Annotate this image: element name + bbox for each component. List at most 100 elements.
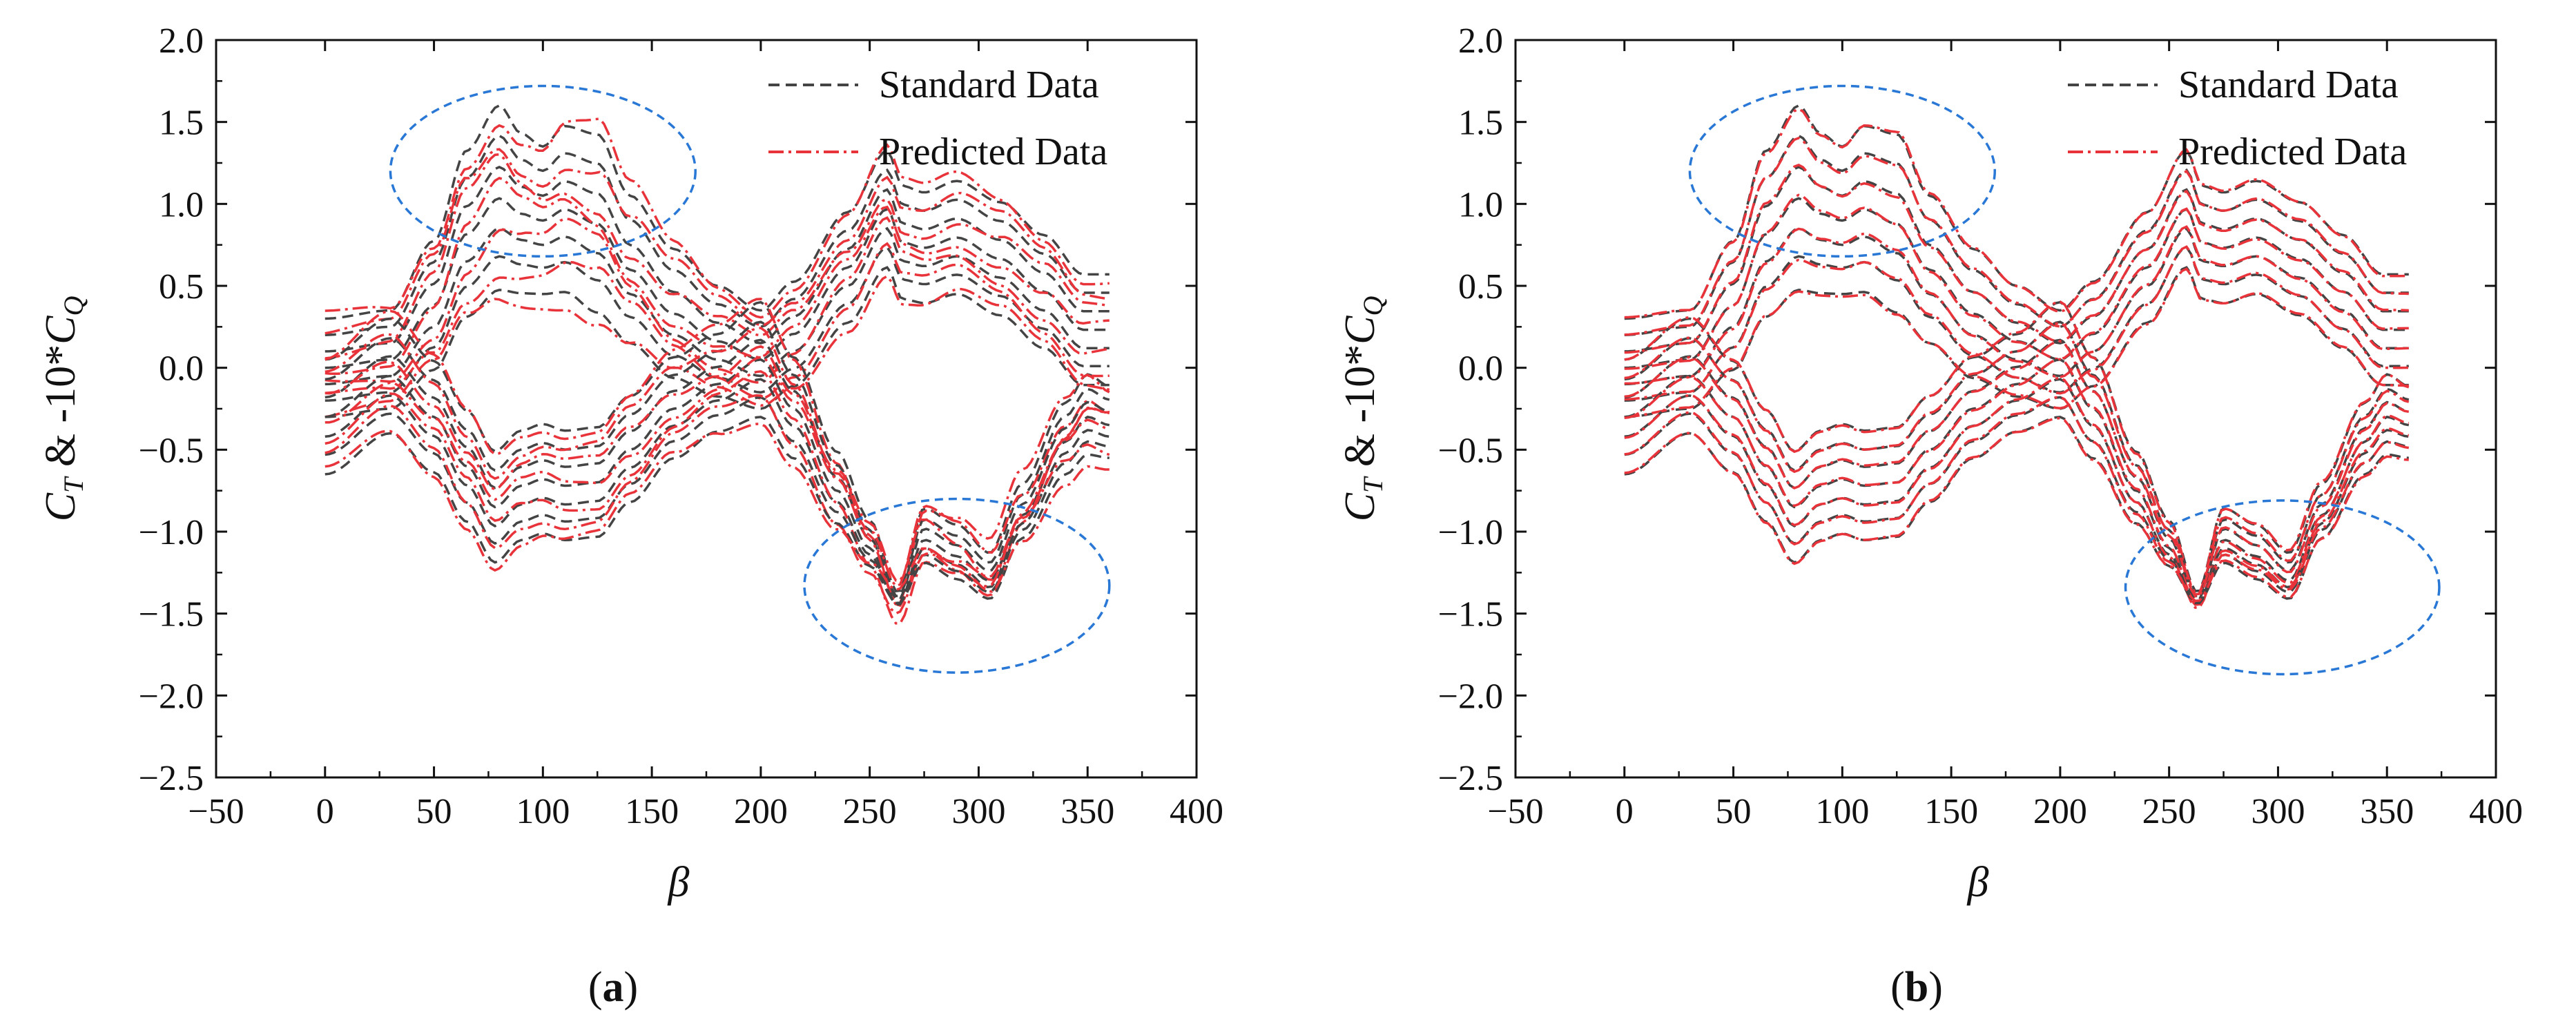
predicted-series-cq-5	[1624, 396, 2410, 606]
standard-series-cq-5	[1624, 396, 2410, 605]
y-tick-label: −2.0	[139, 677, 204, 716]
y-axis-title: CT & -10*CQ	[1337, 296, 1388, 522]
legend-label-predicted: Predicted Data	[879, 130, 1107, 173]
x-tick-label: 0	[1616, 792, 1634, 831]
predicted-series-ct-5	[1624, 136, 2409, 336]
standard-series-cq-3	[1624, 358, 2410, 606]
y-tick-label: 0.0	[1458, 349, 1503, 389]
standard-series-cq-4	[325, 378, 1110, 606]
x-tick-label: 50	[416, 792, 452, 831]
x-tick-label: −50	[188, 792, 244, 831]
legend-label-predicted: Predicted Data	[2178, 130, 2407, 173]
x-tick-label: 300	[2251, 792, 2305, 831]
standard-series-cq-3	[325, 358, 1110, 606]
predicted-series-ct-2	[325, 216, 1110, 384]
predicted-series-cq-6	[1624, 416, 2409, 603]
x-axis-title: β	[1967, 859, 1989, 906]
annotation-ellipse-0	[389, 84, 697, 258]
panel-label-b: (b)	[1890, 964, 1943, 1011]
y-tick-label: 2.0	[159, 21, 204, 61]
predicted-series-cq-3	[325, 356, 1110, 608]
y-tick-label: −1.5	[139, 595, 204, 635]
predicted-series-ct-3	[1624, 193, 2409, 370]
legend: Standard Data Predicted Data	[768, 64, 1107, 173]
y-tick-label: −1.0	[1438, 513, 1503, 552]
predicted-series-cq-0	[325, 298, 1110, 607]
standard-series-cq-5	[325, 396, 1110, 605]
series-group	[1624, 104, 2410, 609]
x-tick-label: 100	[516, 792, 570, 831]
x-tick-label: 50	[1716, 792, 1752, 831]
y-tick-label: −0.5	[139, 431, 204, 470]
predicted-series-ct-0	[1624, 267, 2409, 418]
legend-label-standard: Standard Data	[2178, 64, 2399, 106]
predicted-series-ct-6	[325, 117, 1110, 319]
legend: Standard Data Predicted Data	[2068, 64, 2407, 173]
standard-series-ct-4	[325, 165, 1110, 353]
y-tick-label: 0.5	[159, 267, 204, 307]
standard-series-ct-0	[325, 266, 1110, 418]
standard-series-cq-2	[325, 338, 1110, 601]
standard-series-ct-1	[1624, 246, 2409, 402]
annotation-ellipse-0	[1688, 84, 1996, 258]
x-tick-label: 350	[2360, 792, 2414, 831]
x-tick-label: −50	[1487, 792, 1543, 831]
standard-series-cq-1	[1624, 320, 2410, 598]
y-tick-label: −2.0	[1438, 677, 1503, 716]
x-tick-label: 0	[316, 792, 334, 831]
x-tick-label: 250	[843, 792, 897, 831]
x-tick-label: 300	[951, 792, 1005, 831]
y-tick-label: 1.0	[159, 185, 204, 224]
standard-series-cq-6	[325, 416, 1110, 605]
predicted-series-cq-2	[1624, 340, 2410, 598]
x-tick-label: 350	[1061, 792, 1114, 831]
x-tick-label: 250	[2142, 792, 2196, 831]
y-tick-label: 2.0	[1458, 21, 1503, 61]
standard-series-ct-3	[325, 197, 1110, 369]
x-tick-label: 400	[2469, 792, 2523, 831]
series-group	[325, 104, 1110, 625]
chart-panel-b: −50 0 50 100 150 200 250 300 350 400 −2.5 −2.0 −1.5 −…	[1337, 21, 2523, 906]
y-tick-label: −2.5	[1438, 759, 1503, 798]
legend-label-standard: Standard Data	[879, 64, 1099, 106]
predicted-series-cq-5	[325, 394, 1110, 615]
predicted-series-cq-1	[1624, 321, 2410, 596]
y-tick-label: 0.0	[159, 349, 204, 389]
predicted-series-ct-4	[325, 153, 1110, 360]
x-tick-label: 150	[625, 792, 679, 831]
y-tick-label: 1.5	[1458, 104, 1503, 143]
standard-series-ct-1	[325, 246, 1110, 402]
x-tick-label: 200	[2033, 792, 2087, 831]
chart-panel-a: −50 0 50 100 150 200 250 300 350 400 −2.5 −2.0 −1.5 −…	[37, 21, 1223, 906]
y-tick-label: 0.5	[1458, 267, 1503, 307]
y-tick-label: −1.5	[1438, 595, 1503, 635]
x-tick-label: 400	[1170, 792, 1223, 831]
y-tick-label: 1.5	[159, 104, 204, 143]
predicted-series-ct-5	[325, 148, 1110, 335]
y-axis-title: CT & -10*CQ	[37, 296, 89, 522]
x-tick-label: 200	[734, 792, 788, 831]
predicted-series-cq-0	[1624, 300, 2410, 595]
y-tick-label: −1.0	[139, 513, 204, 552]
annotation-ellipse-1	[2124, 499, 2441, 676]
annotation-ellipse-1	[803, 497, 1111, 674]
y-tick-label: 1.0	[1458, 185, 1503, 224]
standard-series-ct-6	[325, 104, 1110, 320]
x-axis-title: β	[668, 859, 690, 906]
standard-series-cq-0	[325, 300, 1110, 592]
x-tick-label: 150	[1924, 792, 1978, 831]
standard-series-ct-5	[1624, 134, 2409, 336]
predicted-series-cq-3	[1624, 358, 2410, 606]
predicted-series-ct-2	[1624, 225, 2409, 385]
predicted-series-ct-1	[1624, 245, 2409, 401]
predicted-series-cq-4	[325, 370, 1110, 625]
predicted-series-ct-0	[325, 274, 1110, 418]
predicted-series-cq-6	[325, 423, 1110, 593]
x-tick-label: 100	[1815, 792, 1869, 831]
predicted-series-cq-4	[1624, 376, 2410, 609]
predicted-series-cq-2	[325, 345, 1110, 582]
predicted-series-ct-3	[325, 176, 1110, 376]
y-tick-label: −2.5	[139, 759, 204, 798]
predicted-series-ct-6	[1624, 107, 2409, 319]
